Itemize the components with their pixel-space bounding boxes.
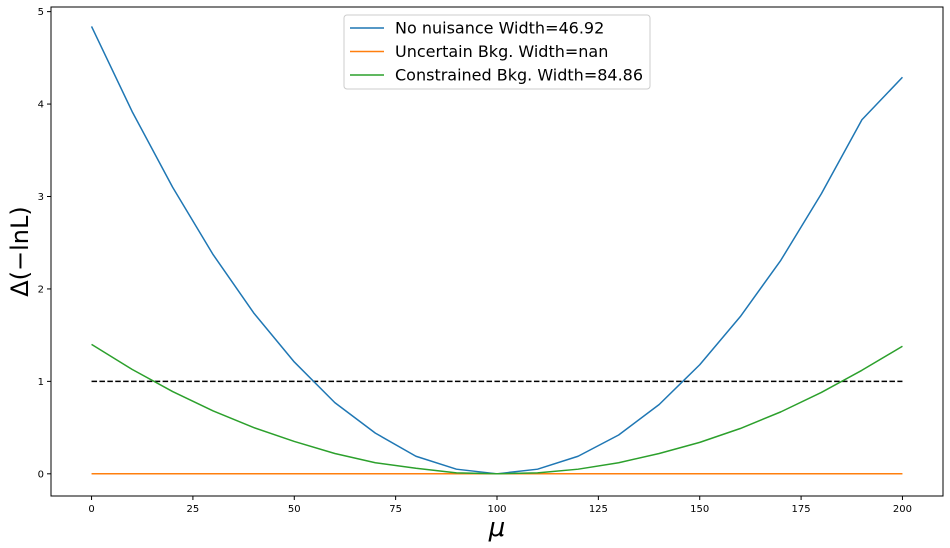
x-tick-label: 50 xyxy=(288,504,301,515)
legend-entry-1: Uncertain Bkg. Width=nan xyxy=(395,42,608,61)
x-tick-label: 150 xyxy=(690,504,709,515)
legend: No nuisance Width=46.92 Uncertain Bkg. Wi… xyxy=(343,14,651,90)
legend-entry-2: Constrained Bkg. Width=84.86 xyxy=(395,66,643,85)
y-tick-label: 1 xyxy=(38,377,44,388)
y-tick-label: 2 xyxy=(38,284,44,295)
y-tick-label: 0 xyxy=(38,469,44,480)
y-tick-label: 5 xyxy=(38,7,44,18)
x-tick-label: 0 xyxy=(88,504,94,515)
series-layer xyxy=(90,26,903,475)
x-tick-label: 25 xyxy=(187,504,200,515)
y-tick-label: 3 xyxy=(38,192,44,203)
axis-labels: μ Δ(−lnL) xyxy=(6,206,505,543)
x-axis-label: μ xyxy=(488,513,506,543)
y-axis-label: Δ(−lnL) xyxy=(6,206,34,297)
legend-box xyxy=(343,14,651,90)
legend-entry-0: No nuisance Width=46.92 xyxy=(395,19,604,38)
axis-ticks: 0 25 50 75 100 125 150 175 200 0 1 2 3 4 5 xyxy=(38,7,912,515)
series-line-2 xyxy=(91,343,903,475)
x-tick-label: 100 xyxy=(487,504,506,515)
x-tick-label: 175 xyxy=(792,504,811,515)
x-tick-label: 200 xyxy=(893,504,912,515)
y-tick-label: 4 xyxy=(38,100,44,111)
x-tick-label: 125 xyxy=(589,504,608,515)
x-tick-label: 75 xyxy=(389,504,402,515)
